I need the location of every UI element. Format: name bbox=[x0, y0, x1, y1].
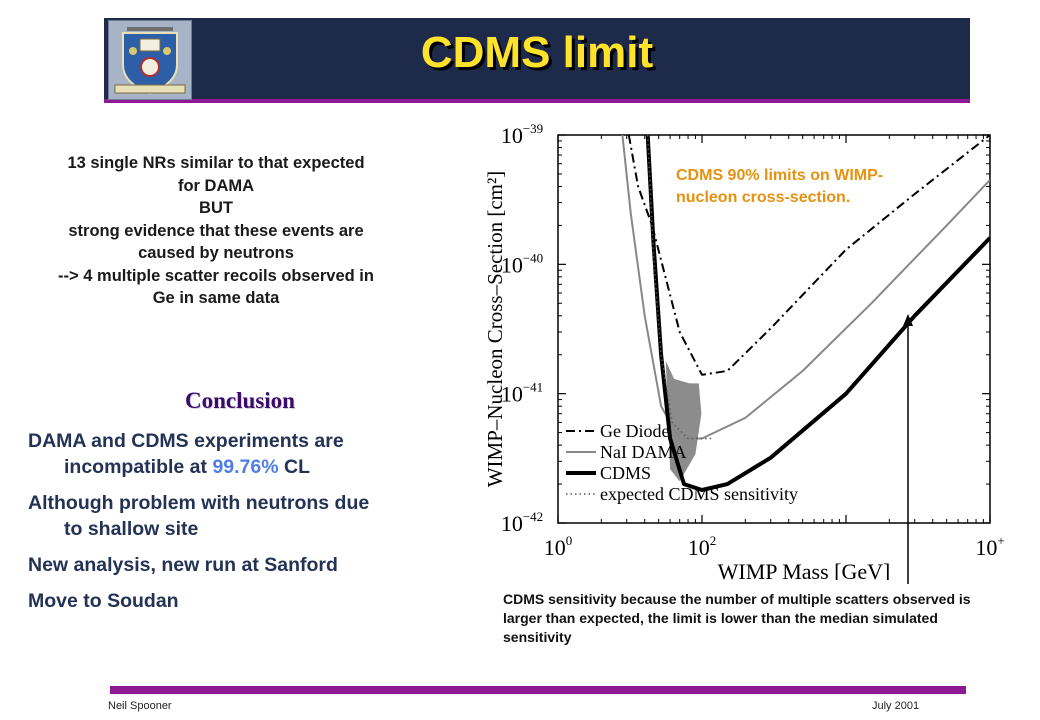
description-line: for DAMA bbox=[177, 176, 255, 195]
y-tick-label: 10−39 bbox=[501, 121, 543, 148]
chart-note-line: CDMS 90% limits on WIMP- bbox=[676, 167, 884, 184]
description-line: Ge in same data bbox=[152, 289, 280, 307]
conclusion-item: DAMA and CDMS experiments are incompatib… bbox=[28, 428, 458, 480]
series-line-expected-cdms-sensitivity bbox=[646, 135, 714, 440]
conclusion-list: DAMA and CDMS experiments are incompatib… bbox=[28, 428, 458, 614]
bullet-text: New analysis, new run at Sanford bbox=[28, 554, 338, 576]
y-axis-label: WIMP–Nucleon Cross–Section [cm²] bbox=[483, 171, 507, 488]
bullet-text: to shallow site bbox=[64, 518, 199, 540]
legend-label: expected CDMS sensitivity bbox=[600, 484, 798, 504]
legend-label: CDMS bbox=[600, 463, 651, 483]
description-line: 13 single NRs similar to that expected bbox=[67, 154, 365, 172]
bullet-text: CL bbox=[278, 456, 311, 478]
series-line-cdms bbox=[645, 135, 990, 492]
x-axis-label: WIMP Mass [GeV] bbox=[718, 559, 891, 580]
confidence-value: 99.76% bbox=[212, 456, 279, 478]
bullet-text: DAMA and CDMS experiments are bbox=[28, 430, 344, 452]
crest-icon bbox=[114, 27, 186, 95]
footer-divider bbox=[110, 686, 966, 694]
slide-title: CDMS limit bbox=[420, 28, 654, 77]
legend-label: NaI DAMA bbox=[600, 442, 686, 462]
conclusion-item: New analysis, new run at Sanford bbox=[28, 552, 458, 578]
description-line: BUT bbox=[199, 199, 233, 217]
title-underline bbox=[104, 99, 970, 103]
x-tick-label: 100 bbox=[544, 533, 573, 560]
chart-note: CDMS 90% limits on WIMP- nucleon cross-s… bbox=[676, 165, 883, 209]
chart-note-line: nucleon cross-section. bbox=[676, 189, 851, 206]
bullet-text: incompatible at bbox=[64, 456, 213, 478]
cdms-limit-chart: Ge Diode NaI DAMA CDMS expected CDMS sensit… bbox=[470, 115, 1030, 584]
bullet-text: Although problem with neutrons due bbox=[28, 492, 370, 514]
bullet-text: Move to Soudan bbox=[28, 590, 179, 612]
title-banner bbox=[104, 18, 970, 100]
description-line: strong evidence that these events are bbox=[68, 221, 364, 240]
plot-frame bbox=[557, 134, 991, 524]
x-tick-label: 102 bbox=[688, 533, 717, 560]
conclusion-item: Although problem with neutrons due to sh… bbox=[28, 490, 458, 542]
conclusion-item: Move to Soudan bbox=[28, 588, 458, 614]
university-crest bbox=[108, 20, 192, 100]
conclusion-heading: Conclusion bbox=[185, 388, 295, 413]
bullet-text: incompatible at 99.76% CL bbox=[28, 454, 458, 480]
left-description: 13 single NRs similar to that expected f… bbox=[10, 152, 422, 310]
chart-footnote: CDMS sensitivity because the number of m… bbox=[503, 591, 971, 645]
footer-author: Neil Spooner bbox=[108, 700, 172, 712]
y-tick-label: 10−41 bbox=[501, 380, 543, 407]
legend-label: Ge Diode bbox=[600, 421, 669, 441]
y-tick-label: 10−42 bbox=[501, 509, 543, 536]
x-tick-label: 10+ bbox=[975, 533, 1004, 560]
y-tick-label: 10−40 bbox=[501, 250, 543, 277]
description-line: --> 4 multiple scatter recoils observed … bbox=[58, 266, 374, 285]
description-line: caused by neutrons bbox=[138, 244, 294, 262]
footer-date: July 2001 bbox=[872, 700, 920, 712]
